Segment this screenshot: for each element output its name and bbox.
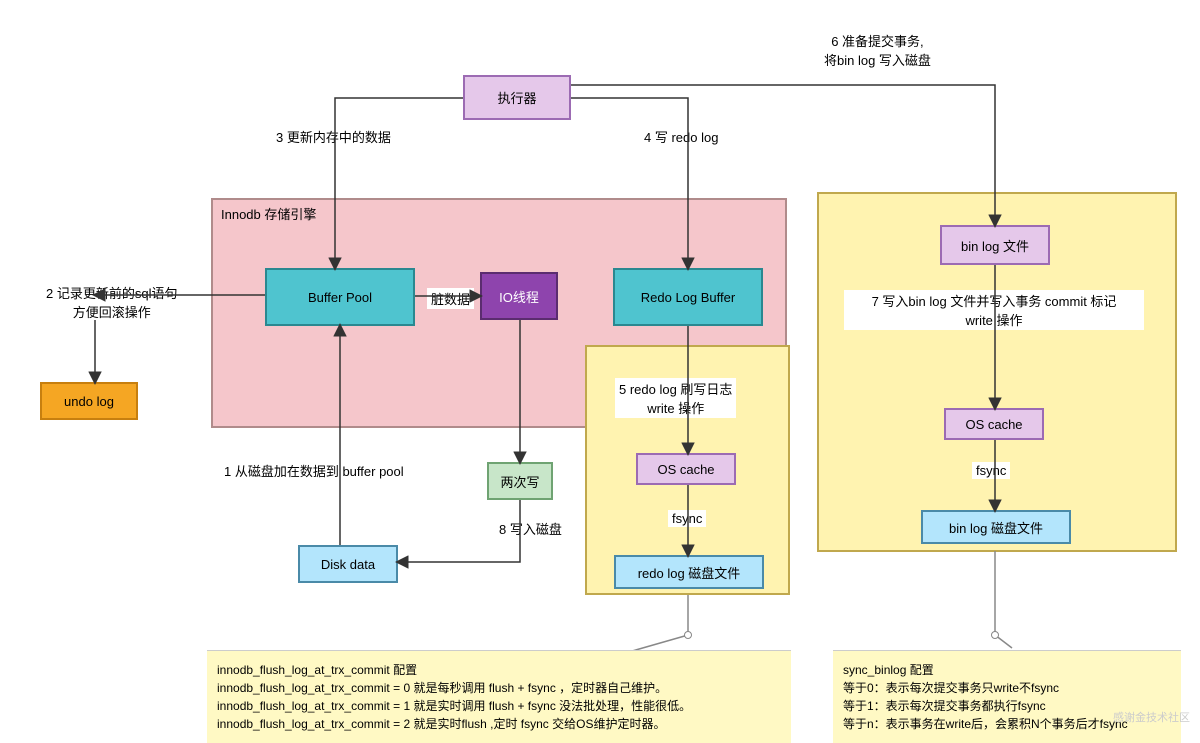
edge1-label: 1 从磁盘加在数据到 buffer pool — [220, 460, 408, 481]
dirty-label: 脏数据 — [427, 288, 474, 309]
io-thread-label: IO线程 — [499, 287, 539, 306]
redo-disk-label: redo log 磁盘文件 — [638, 563, 741, 582]
executor-node: 执行器 — [463, 75, 571, 120]
redo-buffer-node: Redo Log Buffer — [613, 268, 763, 326]
redo-disk-node: redo log 磁盘文件 — [614, 555, 764, 589]
note-left-l3: innodb_flush_log_at_trx_commit = 2 就是实时f… — [217, 715, 781, 733]
fsync2-label: fsync — [972, 462, 1010, 479]
fsync1-label: fsync — [668, 510, 706, 527]
binlog-disk-label: bin log 磁盘文件 — [949, 518, 1043, 537]
buffer-pool-label: Buffer Pool — [308, 290, 372, 305]
binlog-disk-node: bin log 磁盘文件 — [921, 510, 1071, 544]
note-right-l1: 等于0：表示每次提交事务只write不fsync — [843, 679, 1171, 697]
edge2-label: 2 记录更新前的sql语句 方便回滚操作 — [42, 282, 181, 322]
undo-log-label: undo log — [64, 394, 114, 409]
edge4-label: 4 写 redo log — [640, 126, 722, 147]
binlog-file-label: bin log 文件 — [961, 236, 1029, 255]
io-thread-node: IO线程 — [480, 272, 558, 320]
os-cache1-node: OS cache — [636, 453, 736, 485]
edge8-label: 8 写入磁盘 — [495, 518, 566, 539]
note-dot-right — [991, 631, 999, 639]
binlog-file-node: bin log 文件 — [940, 225, 1050, 265]
innodb-label: Innodb 存储引擎 — [221, 204, 316, 223]
executor-label: 执行器 — [497, 88, 536, 107]
edge7-label: 7 写入bin log 文件并写入事务 commit 标记 write 操作 — [844, 290, 1144, 330]
os-cache2-label: OS cache — [965, 417, 1022, 432]
note-right: sync_binlog 配置 等于0：表示每次提交事务只write不fsync … — [833, 650, 1181, 743]
disk-data-node: Disk data — [298, 545, 398, 583]
note-dot-left — [684, 631, 692, 639]
os-cache1-label: OS cache — [657, 462, 714, 477]
note-right-title: sync_binlog 配置 — [843, 661, 1171, 679]
note-left-title: innodb_flush_log_at_trx_commit 配置 — [217, 661, 781, 679]
redo-buffer-label: Redo Log Buffer — [641, 290, 735, 305]
disk-data-label: Disk data — [321, 557, 375, 572]
watermark: 感谢金技术社区 — [1113, 709, 1190, 725]
note-left: innodb_flush_log_at_trx_commit 配置 innodb… — [207, 650, 791, 743]
buffer-pool-node: Buffer Pool — [265, 268, 415, 326]
edge3-label: 3 更新内存中的数据 — [272, 126, 395, 147]
undo-log-node: undo log — [40, 382, 138, 420]
note-left-l1: innodb_flush_log_at_trx_commit = 0 就是每秒调… — [217, 679, 781, 697]
os-cache2-node: OS cache — [944, 408, 1044, 440]
note-left-l2: innodb_flush_log_at_trx_commit = 1 就是实时调… — [217, 697, 781, 715]
edge5-label: 5 redo log 刷写日志 write 操作 — [615, 378, 736, 418]
double-write-node: 两次写 — [487, 462, 553, 500]
edge6-label: 6 准备提交事务, 将bin log 写入磁盘 — [820, 30, 935, 70]
double-write-label: 两次写 — [500, 472, 539, 491]
